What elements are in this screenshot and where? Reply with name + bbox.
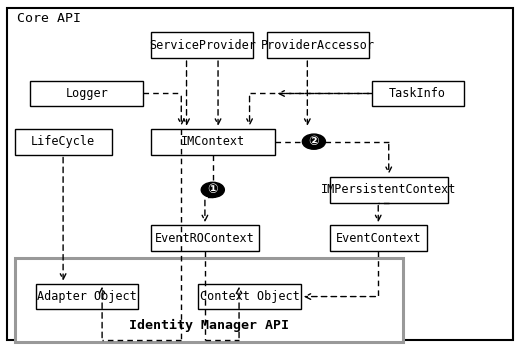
Text: ①: ① <box>208 183 218 196</box>
Bar <box>14 129 112 154</box>
Bar <box>14 258 403 342</box>
Text: IMContext: IMContext <box>181 135 245 148</box>
Bar <box>372 81 464 107</box>
Text: Logger: Logger <box>65 87 108 100</box>
Text: Identity Manager API: Identity Manager API <box>129 319 289 332</box>
Bar <box>329 177 448 203</box>
Text: EventROContext: EventROContext <box>155 231 255 245</box>
Text: ServiceProvider: ServiceProvider <box>149 39 256 52</box>
Text: ProviderAccessor: ProviderAccessor <box>261 39 375 52</box>
Bar <box>329 225 427 251</box>
Text: EventContext: EventContext <box>335 231 421 245</box>
Text: LifeCycle: LifeCycle <box>31 135 95 148</box>
Bar <box>151 32 253 58</box>
Circle shape <box>303 134 325 149</box>
Circle shape <box>201 182 224 197</box>
Text: Adapter Object: Adapter Object <box>37 290 137 303</box>
Bar <box>30 81 143 107</box>
Text: Core API: Core API <box>17 12 81 25</box>
Bar <box>267 32 369 58</box>
Bar <box>151 225 259 251</box>
Bar <box>151 129 275 154</box>
Text: Context Object: Context Object <box>200 290 299 303</box>
Bar <box>199 283 301 310</box>
Text: IMPersistentContext: IMPersistentContext <box>321 183 456 196</box>
Text: ②: ② <box>308 135 319 148</box>
Text: TaskInfo: TaskInfo <box>389 87 446 100</box>
Bar <box>35 283 138 310</box>
